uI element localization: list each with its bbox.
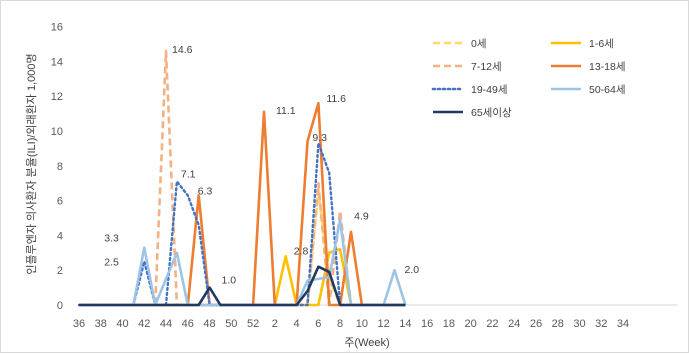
y-tick-label: 10 xyxy=(51,126,63,138)
y-tick-label: 2 xyxy=(57,265,63,277)
x-tick-label: 40 xyxy=(116,318,128,330)
legend-label-6: 65세이상 xyxy=(471,107,512,119)
x-tick-label: 36 xyxy=(73,318,85,330)
x-tick-label: 24 xyxy=(508,318,520,330)
x-tick-label: 22 xyxy=(486,318,498,330)
y-tick-label: 12 xyxy=(51,91,63,103)
legend-label-1: 1-6세 xyxy=(589,38,614,50)
legend-label-4: 19-49세 xyxy=(471,84,508,96)
data-label: 11.6 xyxy=(326,93,346,105)
data-label-layer: 14.6 7.16.3 3.3 2.5 1.0 11.1 2.8 11.6 9.3 4.9 2.0 xyxy=(104,44,419,287)
data-label: 6.3 xyxy=(198,185,213,197)
x-axis-title: 주(Week) xyxy=(344,337,389,349)
x-tick-label: 20 xyxy=(465,318,477,330)
data-label: 14.6 xyxy=(172,44,193,56)
series-line-0 xyxy=(79,188,406,307)
legend: 0세 1-6세 7-12세 13-18세 19-49세 50-64세 65세이상 xyxy=(431,38,626,119)
x-tick-label: 42 xyxy=(138,318,150,330)
data-label: 2.8 xyxy=(294,245,309,257)
x-tick-label: 28 xyxy=(552,318,564,330)
x-tick-label: 2 xyxy=(272,318,278,330)
data-label: 9.3 xyxy=(312,132,327,144)
series-line-6 xyxy=(79,265,406,307)
legend-label-3: 13-18세 xyxy=(589,61,626,73)
x-tick-label: 18 xyxy=(443,318,455,330)
x-tick-label: 30 xyxy=(573,318,585,330)
data-label: 2.0 xyxy=(405,264,420,276)
y-tick-label: 6 xyxy=(57,196,63,208)
x-tick-label: 50 xyxy=(225,318,237,330)
legend-label-2: 7-12세 xyxy=(471,61,502,73)
y-tick-label: 4 xyxy=(57,230,63,242)
x-tick-label: 12 xyxy=(378,318,390,330)
x-tick-label: 46 xyxy=(182,318,194,330)
legend-label-0: 0세 xyxy=(471,38,487,50)
y-tick-label: 16 xyxy=(51,22,63,34)
x-tick-label: 6 xyxy=(315,318,321,330)
data-label: 4.9 xyxy=(354,211,369,223)
y-tick-label: 0 xyxy=(57,300,63,312)
x-tick-label: 14 xyxy=(399,318,411,330)
x-tick-label: 10 xyxy=(356,318,368,330)
data-label: 11.1 xyxy=(276,105,296,117)
y-tick-label: 8 xyxy=(57,161,63,173)
x-tick-label: 44 xyxy=(160,318,172,330)
series-line-4 xyxy=(77,141,407,307)
y-axis-title: 인플루엔자 의사환자 분율(ILI)/외래환자 1,000명 xyxy=(25,53,38,274)
series-line-3 xyxy=(79,101,406,307)
y-tick-label: 14 xyxy=(51,56,63,68)
data-label: 7.1 xyxy=(181,168,196,180)
data-label: 1.0 xyxy=(222,275,237,287)
data-label: 2.5 xyxy=(104,257,119,269)
x-tick-label: 26 xyxy=(530,318,542,330)
data-label: 3.3 xyxy=(104,233,119,245)
x-tick-label: 8 xyxy=(337,318,343,330)
x-tick-label: 16 xyxy=(421,318,433,330)
x-tick-label: 48 xyxy=(203,318,215,330)
legend-label-5: 50-64세 xyxy=(589,84,626,96)
x-tick-label: 32 xyxy=(595,318,607,330)
x-tick-label: 52 xyxy=(247,318,259,330)
series-layer xyxy=(77,49,407,307)
x-tick-label: 38 xyxy=(95,318,107,330)
x-tick-label: 4 xyxy=(294,318,300,330)
x-tick-label: 34 xyxy=(617,318,629,330)
